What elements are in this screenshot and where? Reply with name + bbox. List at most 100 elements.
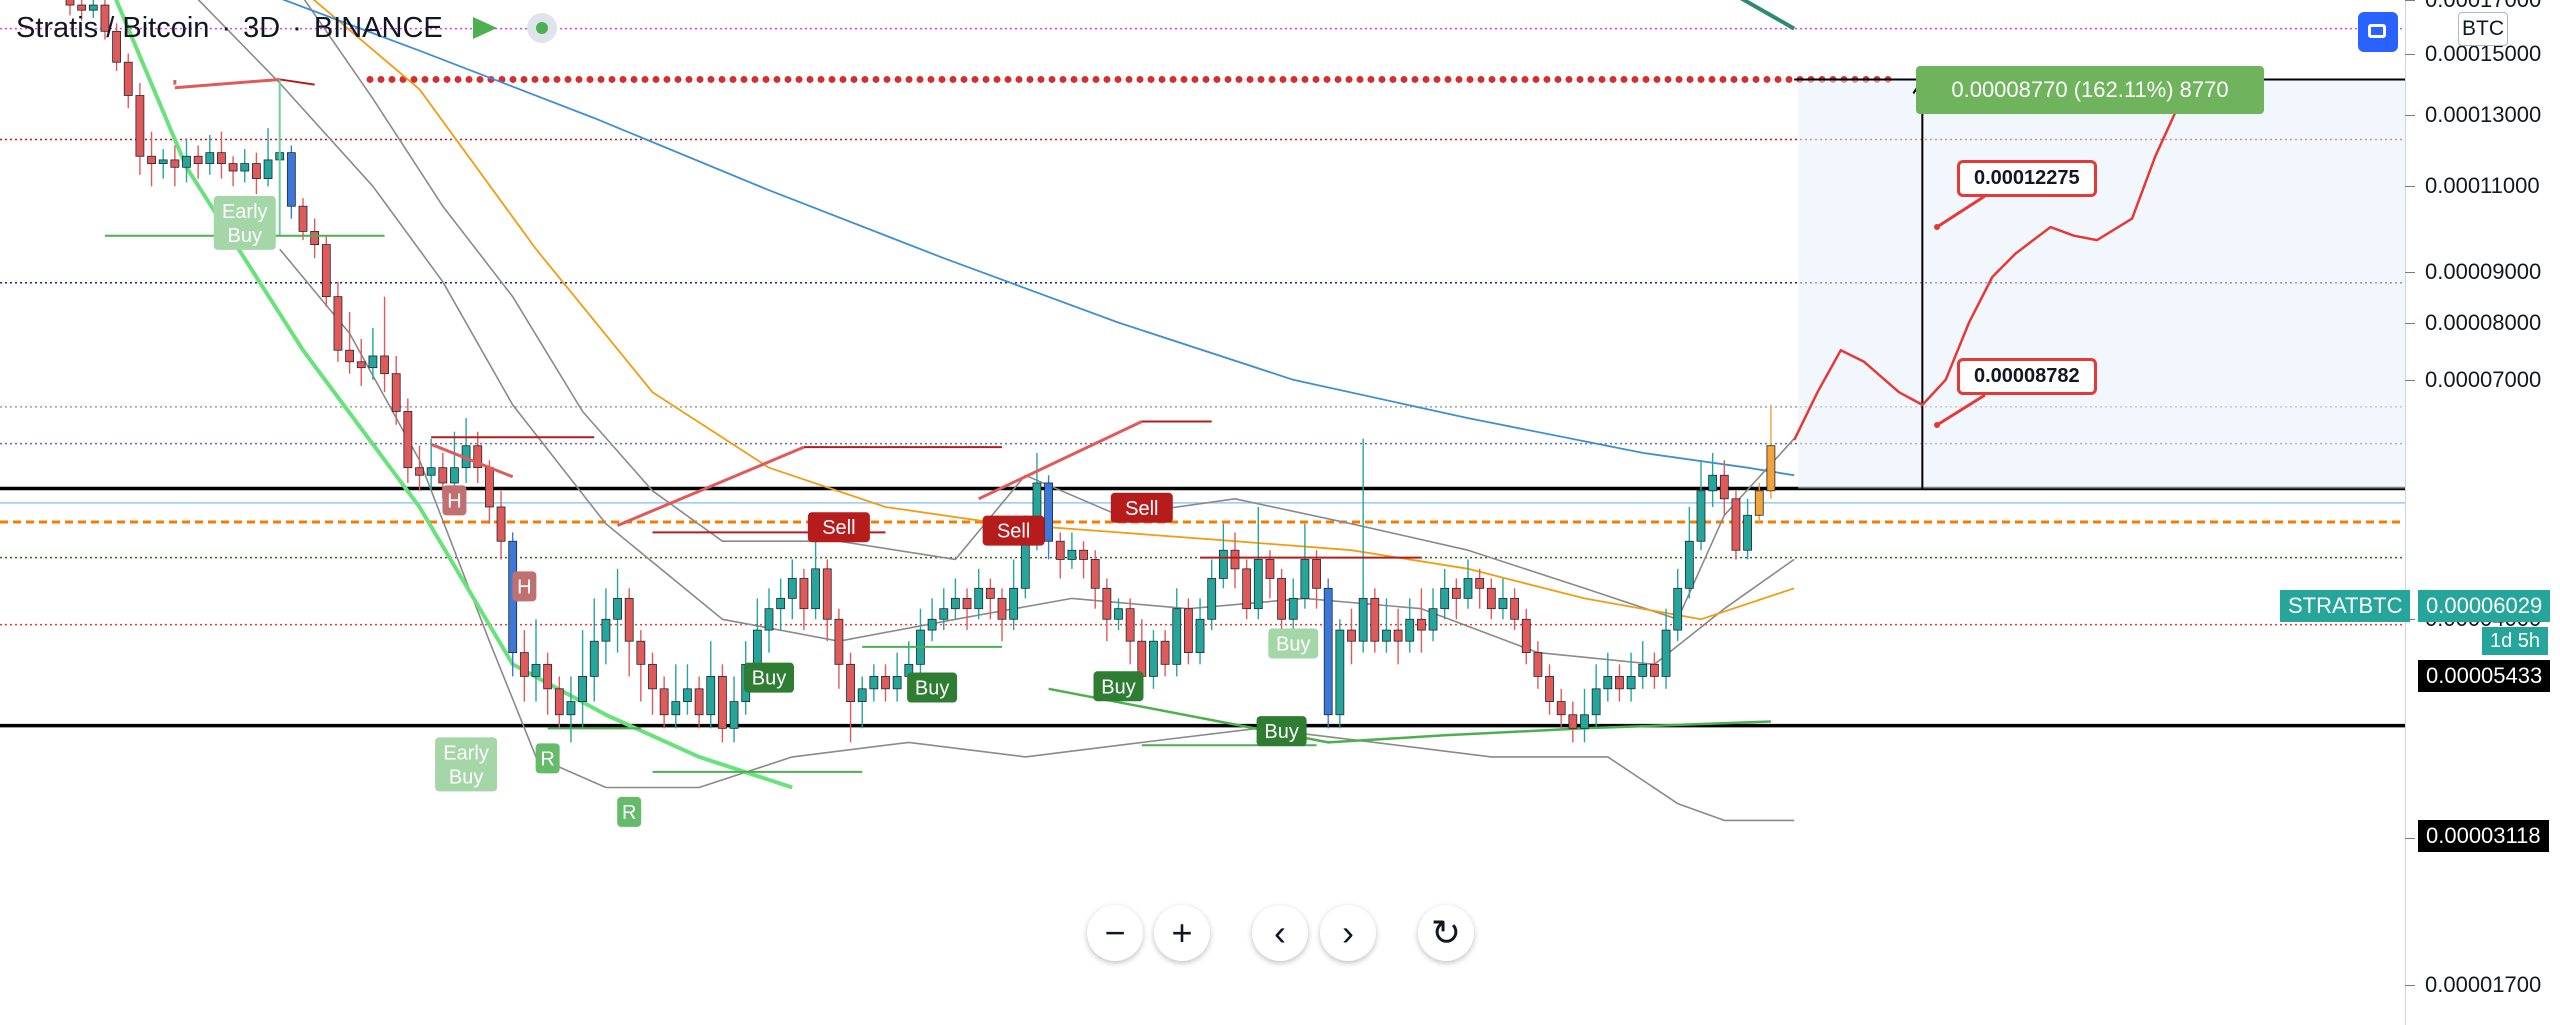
candle-body [683, 688, 692, 702]
countdown-value: 1d 5h [2490, 630, 2541, 652]
candle-body [158, 159, 168, 164]
indicator-lines [114, 0, 1796, 822]
candle-body [974, 587, 984, 610]
marked-level-value: 0.00005433 [2426, 663, 2543, 688]
scroll-left-button[interactable]: ‹ [1252, 905, 1308, 961]
candle-body [1172, 608, 1182, 665]
signal-label: Sell [997, 521, 1030, 543]
price-tick-mark [2405, 114, 2415, 116]
candle-body [648, 663, 657, 690]
candle-body [100, 4, 110, 32]
currency-button[interactable]: BTC [2458, 12, 2508, 46]
price-tick-mark [2405, 53, 2415, 55]
candle-body [403, 411, 413, 469]
candle-body [764, 608, 774, 631]
candle-body [1125, 608, 1135, 642]
candle-body [566, 701, 576, 716]
candle-body [1184, 608, 1193, 654]
price-chart[interactable]: EarlyBuyHEarlyBuyHRRSellBuySellBuySellBu… [0, 0, 2405, 1025]
zoom-out-button[interactable]: − [1087, 905, 1143, 961]
candle-body [1650, 663, 1659, 677]
signal-badge [1110, 492, 1173, 523]
candle-body [589, 640, 599, 677]
candle-body [1719, 474, 1729, 500]
candle-body [985, 587, 995, 599]
candle-body [1580, 714, 1589, 729]
auto-scale-icon[interactable] [2358, 12, 2398, 52]
candle-body [834, 618, 844, 665]
candle-body [193, 155, 203, 164]
candle-body [1731, 498, 1741, 551]
callout-anchor [1934, 224, 1940, 230]
signal-badge [1093, 671, 1144, 702]
bollinger-lower-line [279, 248, 1795, 822]
candle-body [1149, 640, 1158, 677]
signal-label: Buy [1264, 721, 1298, 743]
candle-body [811, 568, 820, 610]
signal-label: H [517, 576, 531, 598]
candle-body [1055, 540, 1065, 560]
candle-body [1137, 640, 1147, 677]
candle-body [1160, 640, 1170, 665]
candle-body [380, 355, 389, 375]
price-callout[interactable]: 0.00012275 [1957, 160, 2097, 197]
candle-body [1265, 559, 1275, 579]
candle-body [694, 688, 704, 716]
candle-body [251, 163, 261, 179]
candle-body [496, 506, 506, 542]
flag-icon[interactable] [472, 17, 497, 39]
candle-body [881, 676, 890, 690]
candle-body [799, 578, 809, 610]
zoom-in-button[interactable]: + [1154, 905, 1210, 961]
eye-icon[interactable] [526, 13, 557, 43]
candle-body [951, 597, 960, 610]
price-tick-label: 0.00008000 [2425, 309, 2542, 335]
candle-body [1277, 578, 1286, 620]
candle-body [88, 4, 98, 11]
signal-badge [1268, 628, 1319, 659]
candle-body [205, 152, 215, 164]
candle-body [1020, 540, 1030, 589]
candle-body [77, 4, 87, 11]
price-tick-label: 0.00007000 [2425, 366, 2542, 392]
candle-body [706, 676, 716, 716]
signal-label: H [447, 490, 461, 512]
candle-body [1440, 587, 1450, 610]
candle-body [310, 231, 320, 245]
price-axis[interactable] [2405, 0, 2560, 1025]
candle-body [1044, 482, 1053, 542]
candle-body [438, 467, 448, 484]
candle-body [1568, 714, 1578, 729]
price-callout[interactable]: 0.00008782 [1957, 358, 2097, 395]
candle-body [1766, 445, 1776, 492]
signal-label: Buy [1276, 633, 1310, 655]
signal-badge [213, 195, 276, 250]
resistance-line [279, 78, 315, 86]
candle-body [391, 373, 401, 412]
bollinger-mid-line [197, 0, 1795, 666]
candle-body [578, 676, 587, 702]
candle-body [1323, 587, 1333, 716]
price-tick-mark [2405, 322, 2415, 324]
candle-body [543, 663, 553, 690]
interval[interactable]: 3D [243, 11, 281, 44]
plus-icon: + [1171, 912, 1193, 953]
chevron-right-icon: › [1342, 912, 1354, 953]
candle-body [729, 701, 739, 729]
last-price-value: 0.00006029 [2426, 593, 2543, 618]
candle-body [1708, 474, 1718, 492]
signal-badge [1256, 716, 1307, 747]
signal-label: Buy [228, 225, 262, 247]
candle-body [531, 663, 541, 677]
candle-body [997, 597, 1007, 620]
measurement-label[interactable]: 0.00008770 (162.11%) 8770 [1916, 66, 2264, 114]
candle-body [519, 652, 529, 677]
candle-body [1090, 559, 1100, 589]
scroll-right-button[interactable]: › [1320, 905, 1376, 961]
candle-body [240, 163, 250, 172]
signal-badge [907, 672, 958, 703]
projection-zone [1798, 79, 2405, 489]
signal-badge [617, 796, 642, 827]
signal-badge [744, 662, 794, 693]
reset-chart-button[interactable]: ↻ [1418, 905, 1474, 961]
